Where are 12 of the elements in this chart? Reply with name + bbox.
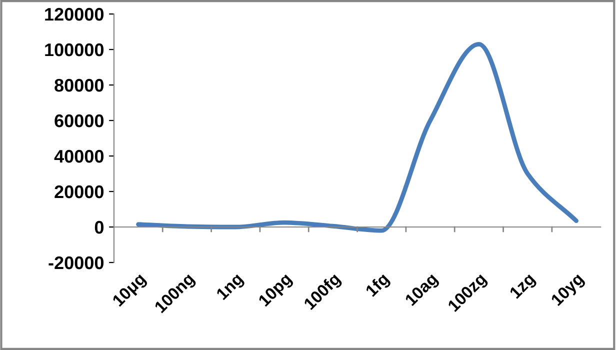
y-tick-label: 120000 [45,8,104,21]
x-tick-label: 1fg [364,272,392,300]
line-series [136,42,578,233]
y-tick-label: 60000 [54,114,104,128]
y-tick-label: 40000 [54,150,104,163]
x-tick-label: 1ng [216,272,246,303]
y-tick-label: 0 [94,220,104,234]
y-tick-label: 20000 [54,185,104,198]
y-tick-label: -20000 [48,256,104,270]
y-tick-label: 100000 [45,43,104,56]
y-tick-label: 80000 [54,78,104,92]
x-tick-label: 1zg [509,272,538,302]
